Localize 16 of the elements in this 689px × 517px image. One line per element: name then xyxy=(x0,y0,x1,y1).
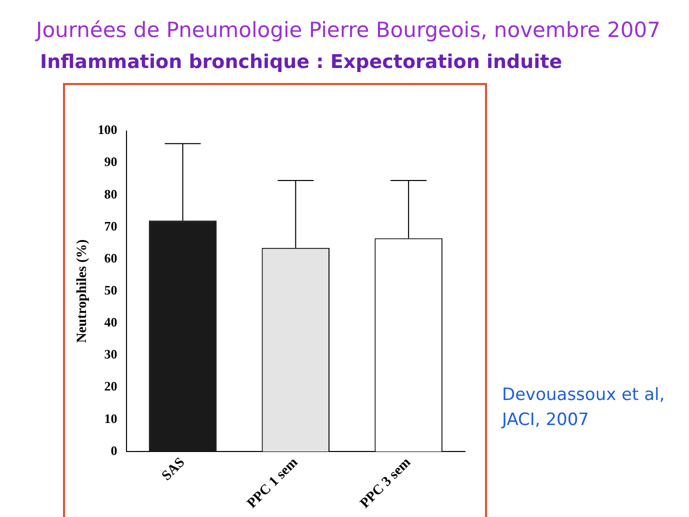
y-tick-label: 20 xyxy=(104,378,118,394)
y-tick-label: 40 xyxy=(104,314,118,330)
y-tick-label: 0 xyxy=(110,442,118,458)
y-tick-label: 60 xyxy=(104,250,118,266)
y-tick-label: 70 xyxy=(104,218,118,234)
y-tick-label: 10 xyxy=(104,410,118,426)
y-tick-label: 30 xyxy=(104,346,118,362)
y-tick-label: 100 xyxy=(98,122,118,138)
y-tick-label: 90 xyxy=(104,154,118,170)
x-tick-label: SAS xyxy=(159,455,188,484)
chart-subtitle: Inflammation bronchique : Expectoration induite xyxy=(40,51,562,73)
chart-title: Journées de Pneumologie Pierre Bourgeois, novembre 2007 xyxy=(36,18,660,42)
text: Devouassoux et al, JACI, 2007 xyxy=(502,384,666,432)
y-tick-label: 50 xyxy=(104,282,118,298)
y-tick-label: 80 xyxy=(104,186,118,202)
y-axis-title: Neutrophiles (%) xyxy=(75,239,90,343)
